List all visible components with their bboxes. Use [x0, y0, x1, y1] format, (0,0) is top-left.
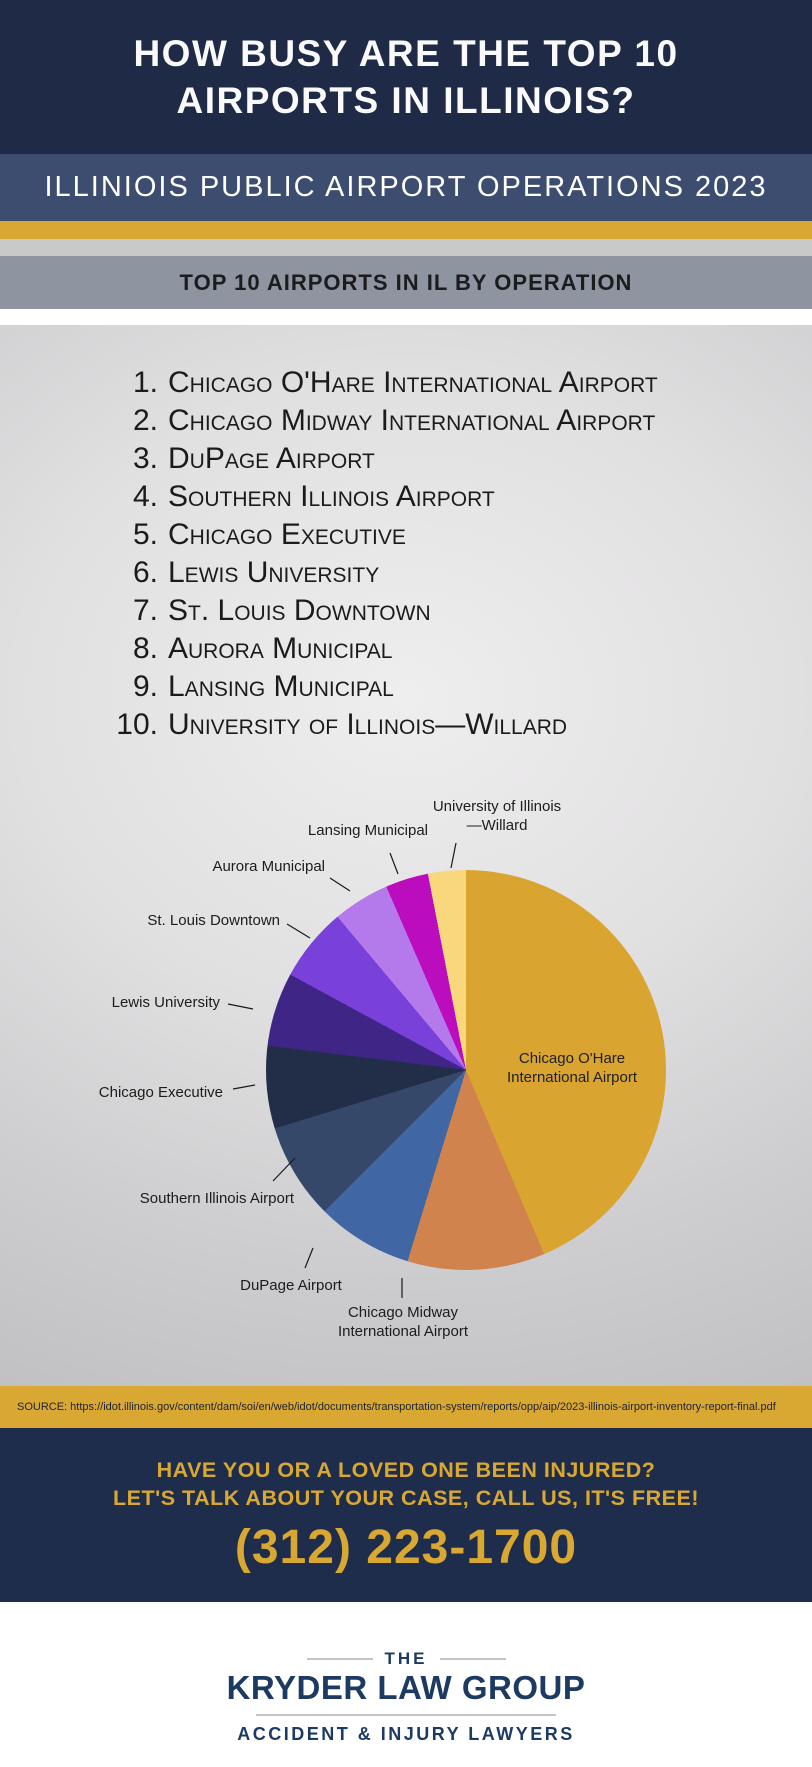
- section-title: TOP 10 AIRPORTS IN IL BY OPERATION: [0, 256, 812, 309]
- airport-name: Lewis University: [168, 556, 380, 589]
- airport-name: Chicago Executive: [168, 518, 406, 551]
- leader-line: [450, 842, 457, 869]
- list-item: 2. Chicago Midway International Airport: [112, 402, 812, 440]
- list-item: 7. St. Louis Downtown: [112, 592, 812, 630]
- leader-line: [304, 1247, 314, 1269]
- rank-number: 6.: [132, 556, 158, 589]
- cta-line2: LET'S TALK ABOUT YOUR CASE, CALL US, IT'…: [113, 1486, 699, 1510]
- phone-number: (312) 223-1700: [234, 1521, 578, 1574]
- pie-label-lewis-university: Lewis University: [111, 994, 220, 1011]
- page-title-line1: HOW BUSY ARE THE TOP 10: [133, 33, 679, 74]
- rank-number: 8.: [132, 632, 158, 665]
- logo-divider: [256, 1714, 556, 1716]
- header-band: HOW BUSY ARE THE TOP 10 AIRPORTS IN ILLI…: [0, 0, 812, 154]
- cta-banner: HAVE YOU OR A LOVED ONE BEEN INJURED? LE…: [0, 1428, 812, 1602]
- airport-name: St. Louis Downtown: [168, 594, 431, 627]
- list-item: 1. Chicago O'Hare International Airport: [112, 364, 812, 402]
- list-item: 3. DuPage Airport: [112, 440, 812, 478]
- rank-number: 10.: [116, 708, 158, 741]
- rank-number: 5.: [132, 518, 158, 551]
- rank-number: 2.: [132, 404, 158, 437]
- pie-label-chicago-midway: Chicago Midway International Airport: [337, 1304, 469, 1340]
- pie-label-st-louis-downtown: St. Louis Downtown: [147, 912, 280, 929]
- logo-the: THE: [384, 1649, 428, 1668]
- page-title-line2: AIRPORTS IN ILLINOIS?: [176, 80, 636, 121]
- list-item: 8. Aurora Municipal: [112, 630, 812, 668]
- pie-chart: [266, 870, 666, 1270]
- logo-name: KRYDER LAW GROUP: [226, 1669, 586, 1706]
- airport-name: Chicago Midway International Airport: [168, 404, 656, 437]
- pie-label-southern-illinois-airport: Southern Illinois Airport: [139, 1190, 294, 1207]
- list-item: 4. Southern Illinois Airport: [112, 478, 812, 516]
- logo-the-row: THE: [0, 1649, 812, 1668]
- airport-name: University of Illinois—Willard: [168, 708, 568, 741]
- pie-label-university-of-illinois-willard: University of Illinois—Willard: [432, 798, 562, 834]
- leader-line: [389, 852, 399, 875]
- leader-line: [232, 1084, 256, 1090]
- logo-rule-right: [439, 1658, 506, 1660]
- list-item: 6. Lewis University: [112, 554, 812, 592]
- cta-line1: HAVE YOU OR A LOVED ONE BEEN INJURED?: [156, 1458, 656, 1482]
- logo-tagline: ACCIDENT & INJURY LAWYERS: [237, 1724, 575, 1744]
- pie-label-chicago-ohare: Chicago O'Hare International Airport: [506, 1050, 638, 1086]
- list-item: 9. Lansing Municipal: [112, 668, 812, 706]
- rank-number: 7.: [132, 594, 158, 627]
- leader-line: [329, 877, 351, 892]
- logo-rule-left: [306, 1658, 373, 1660]
- airport-name: Aurora Municipal: [168, 632, 393, 665]
- airport-rank-list: 1. Chicago O'Hare International Airport 2…: [0, 325, 812, 744]
- gold-divider-stripe: [0, 221, 812, 239]
- leader-line: [227, 1003, 254, 1010]
- subtitle-band: ILLINIOIS PUBLIC AIRPORT OPERATIONS 2023: [0, 154, 812, 221]
- pie-label-lansing-municipal: Lansing Municipal: [307, 822, 428, 839]
- airport-name: DuPage Airport: [168, 442, 375, 475]
- list-item: 5. Chicago Executive: [112, 516, 812, 554]
- airport-name: Southern Illinois Airport: [168, 480, 495, 513]
- rank-number: 9.: [132, 670, 158, 703]
- light-divider-stripe: [0, 239, 812, 256]
- rank-number: 4.: [132, 480, 158, 513]
- airport-name: Lansing Municipal: [168, 670, 394, 703]
- logo-footer: THE KRYDER LAW GROUP ACCIDENT & INJURY L…: [0, 1602, 812, 1767]
- airport-name: Chicago O'Hare International Airport: [168, 366, 658, 399]
- chart-section: 1. Chicago O'Hare International Airport 2…: [0, 325, 812, 1386]
- rank-number: 1.: [132, 366, 158, 399]
- pie-label-chicago-executive: Chicago Executive: [98, 1084, 223, 1101]
- source-bar: SOURCE: https://idot.illinois.gov/conten…: [0, 1386, 812, 1428]
- list-item: 10. University of Illinois—Willard: [112, 706, 812, 744]
- leader-line: [286, 923, 311, 939]
- pie-label-aurora-municipal: Aurora Municipal: [212, 858, 325, 875]
- pie-label-dupage-airport: DuPage Airport: [240, 1277, 342, 1294]
- rank-number: 3.: [132, 442, 158, 475]
